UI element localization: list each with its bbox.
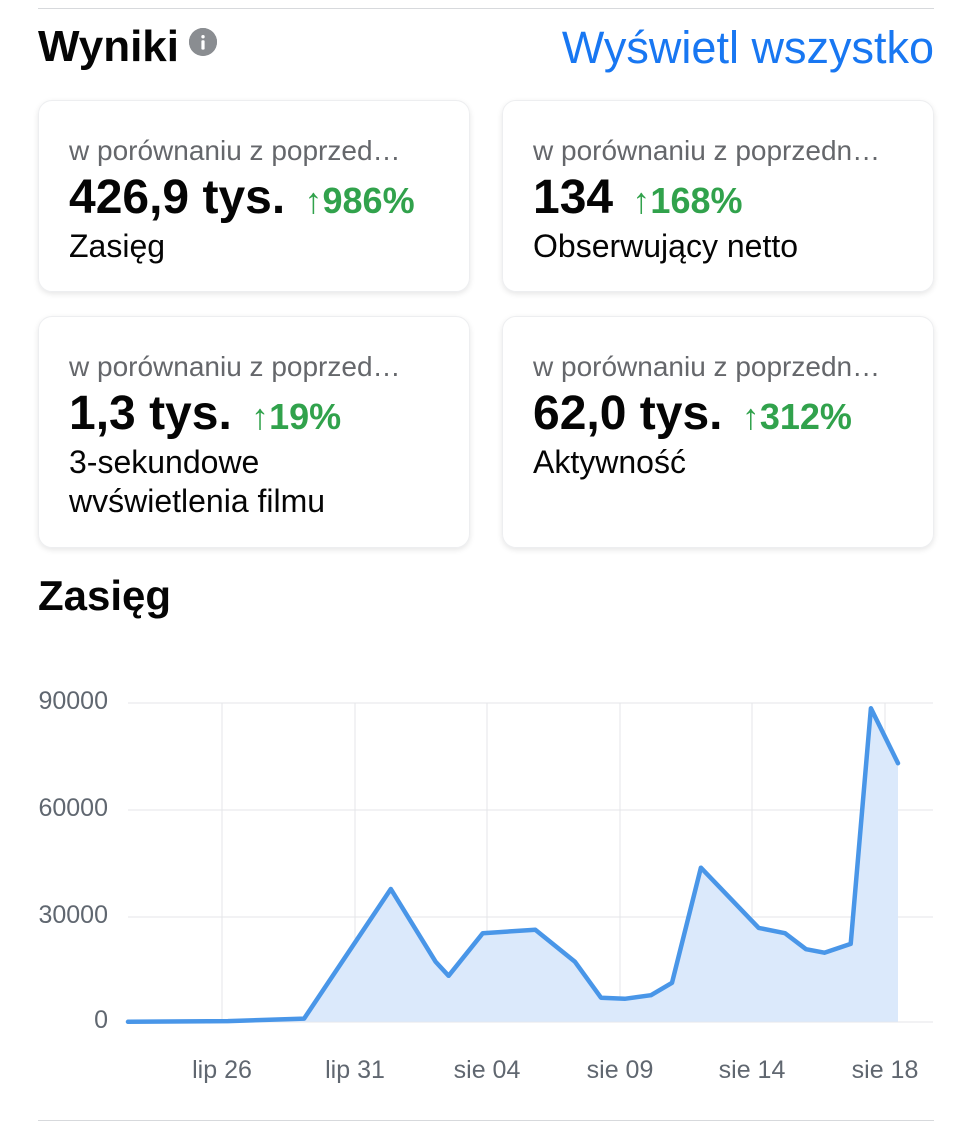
svg-text:sie 04: sie 04 [454,1056,521,1084]
svg-text:90000: 90000 [38,687,108,715]
svg-text:60000: 60000 [38,794,108,822]
svg-text:0: 0 [94,1006,108,1034]
svg-text:sie 14: sie 14 [719,1056,786,1084]
svg-text:30000: 30000 [38,901,108,929]
svg-text:sie 18: sie 18 [852,1056,919,1084]
svg-text:lip 31: lip 31 [325,1056,385,1084]
svg-text:sie 09: sie 09 [587,1056,654,1084]
svg-text:lip 26: lip 26 [192,1056,252,1084]
